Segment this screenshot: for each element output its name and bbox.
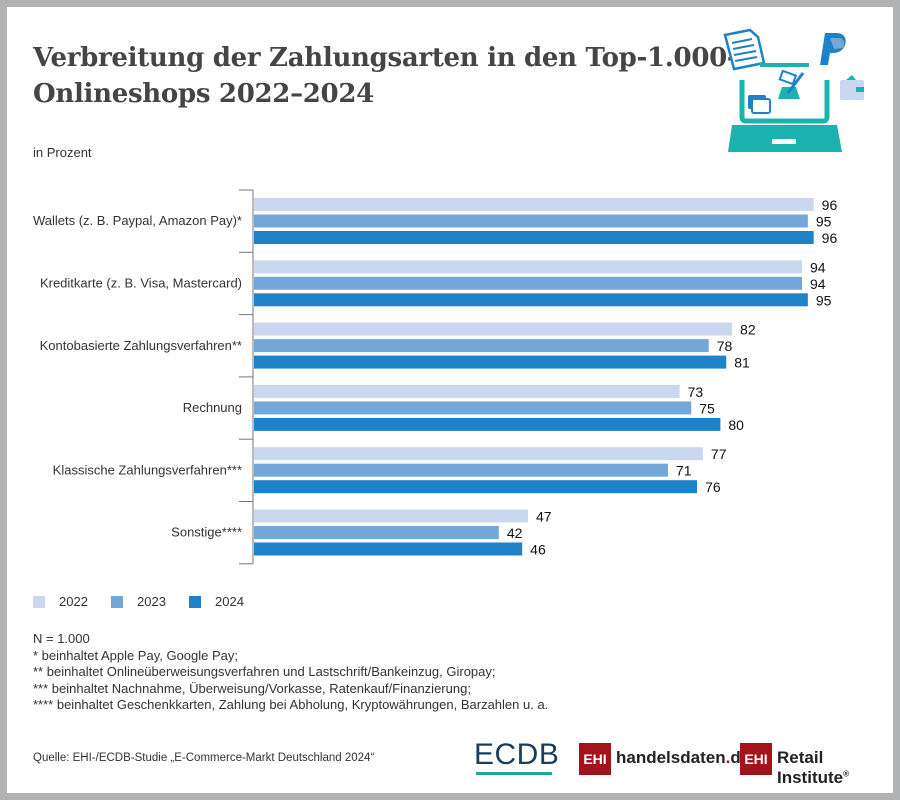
bar-2022 xyxy=(254,509,529,523)
category-label: Wallets (z. B. Paypal, Amazon Pay)* xyxy=(33,213,242,228)
retail-institute-text: Retail Institute xyxy=(777,748,844,787)
footnote-2: ** beinhaltet Onlineüberweisungsverfahre… xyxy=(33,664,496,679)
legend-label-2024: 2024 xyxy=(215,594,244,609)
handelsdaten-text: handelsdaten xyxy=(616,748,726,767)
payment-illustration-icon xyxy=(723,28,864,152)
signature-icon xyxy=(778,69,805,99)
laptop-icon xyxy=(728,63,842,152)
bar-2024 xyxy=(254,480,698,494)
category-label: Kreditkarte (z. B. Visa, Mastercard) xyxy=(40,275,242,290)
handelsdaten-dot: . xyxy=(725,748,731,767)
value-label: 81 xyxy=(734,355,750,371)
value-label: 78 xyxy=(717,338,733,354)
bar-2022 xyxy=(254,260,803,274)
legend-label-2023: 2023 xyxy=(137,594,166,609)
ecdb-logo-underline xyxy=(476,772,552,775)
footnote-sample-size: N = 1.000 xyxy=(33,631,90,646)
title-line-1: Verbreitung der Zahlungsarten in den Top… xyxy=(33,43,738,73)
wallet-icon xyxy=(840,75,864,100)
document-icon xyxy=(723,28,766,71)
value-label: 95 xyxy=(816,214,832,230)
footnotes: N = 1.000 * beinhaltet Apple Pay, Google… xyxy=(33,631,548,714)
bar-2023 xyxy=(254,401,692,415)
value-label: 77 xyxy=(711,446,727,462)
value-label: 42 xyxy=(507,525,523,541)
bar-2022 xyxy=(254,198,814,211)
bar-2023 xyxy=(254,526,499,539)
ecdb-logo: ECDB xyxy=(474,738,560,771)
category-label: Rechnung xyxy=(183,400,242,415)
footnote-4: **** beinhaltet Geschenkkarten, Zahlung … xyxy=(33,697,549,712)
retail-institute-logo: Retail Institute® xyxy=(777,748,900,788)
legend-label-2022: 2022 xyxy=(59,594,88,609)
legend-item-2023: 2023 xyxy=(111,594,189,609)
legend: 2022 2023 2024 xyxy=(33,594,267,609)
footnote-3: *** beinhaltet Nachnahme, Überweisung/Vo… xyxy=(33,680,471,696)
value-label: 96 xyxy=(822,197,838,213)
page-title: Verbreitung der Zahlungsarten in den Top… xyxy=(33,40,738,112)
registered-mark: ® xyxy=(843,769,850,779)
handelsdaten-logo: handelsdaten.de xyxy=(616,748,750,768)
value-label: 75 xyxy=(699,400,715,416)
value-label: 76 xyxy=(705,479,721,495)
value-label: 95 xyxy=(816,292,832,308)
value-label: 73 xyxy=(688,384,704,400)
legend-swatch-2023 xyxy=(111,595,123,608)
value-label: 47 xyxy=(536,509,552,525)
bar-2023 xyxy=(254,214,808,228)
value-label: 71 xyxy=(676,463,692,479)
legend-item-2024: 2024 xyxy=(189,594,267,609)
ehi-logo-box-retail: EHI xyxy=(740,743,772,775)
bar-2024 xyxy=(254,355,727,369)
legend-item-2022: 2022 xyxy=(33,594,111,609)
bar-2023 xyxy=(254,276,803,290)
category-label: Sonstige**** xyxy=(171,525,242,540)
source-note: Quelle: EHI-/ECDB-Studie „E-Commerce-Mar… xyxy=(33,752,375,764)
legend-swatch-2022 xyxy=(33,595,45,608)
legend-swatch-2024 xyxy=(189,595,201,608)
category-label: Kontobasierte Zahlungsverfahren** xyxy=(40,338,242,353)
bar-2024 xyxy=(254,417,721,431)
credit-card-icon xyxy=(748,95,771,114)
bar-2024 xyxy=(254,293,808,307)
bar-2024 xyxy=(254,231,814,244)
value-label: 94 xyxy=(810,276,826,292)
value-label: 46 xyxy=(530,542,546,558)
bar-2023 xyxy=(254,463,668,477)
bar-2024 xyxy=(254,542,523,556)
category-label: Klassische Zahlungsverfahren*** xyxy=(53,462,242,477)
value-label: 82 xyxy=(740,322,756,338)
bar-2022 xyxy=(254,384,680,398)
bar-2022 xyxy=(254,322,733,336)
value-label: 80 xyxy=(728,417,744,433)
bar-2023 xyxy=(254,339,709,353)
title-line-2: Onlineshops 2022–2024 xyxy=(33,79,374,109)
bar-2022 xyxy=(254,447,703,461)
paypal-icon xyxy=(820,33,846,65)
value-label: 94 xyxy=(810,259,826,275)
value-label: 96 xyxy=(822,230,838,246)
ehi-logo-box-handelsdaten: EHI xyxy=(579,743,611,775)
footnote-1: * beinhaltet Apple Pay, Google Pay; xyxy=(33,647,239,663)
unit-label: in Prozent xyxy=(33,145,92,160)
